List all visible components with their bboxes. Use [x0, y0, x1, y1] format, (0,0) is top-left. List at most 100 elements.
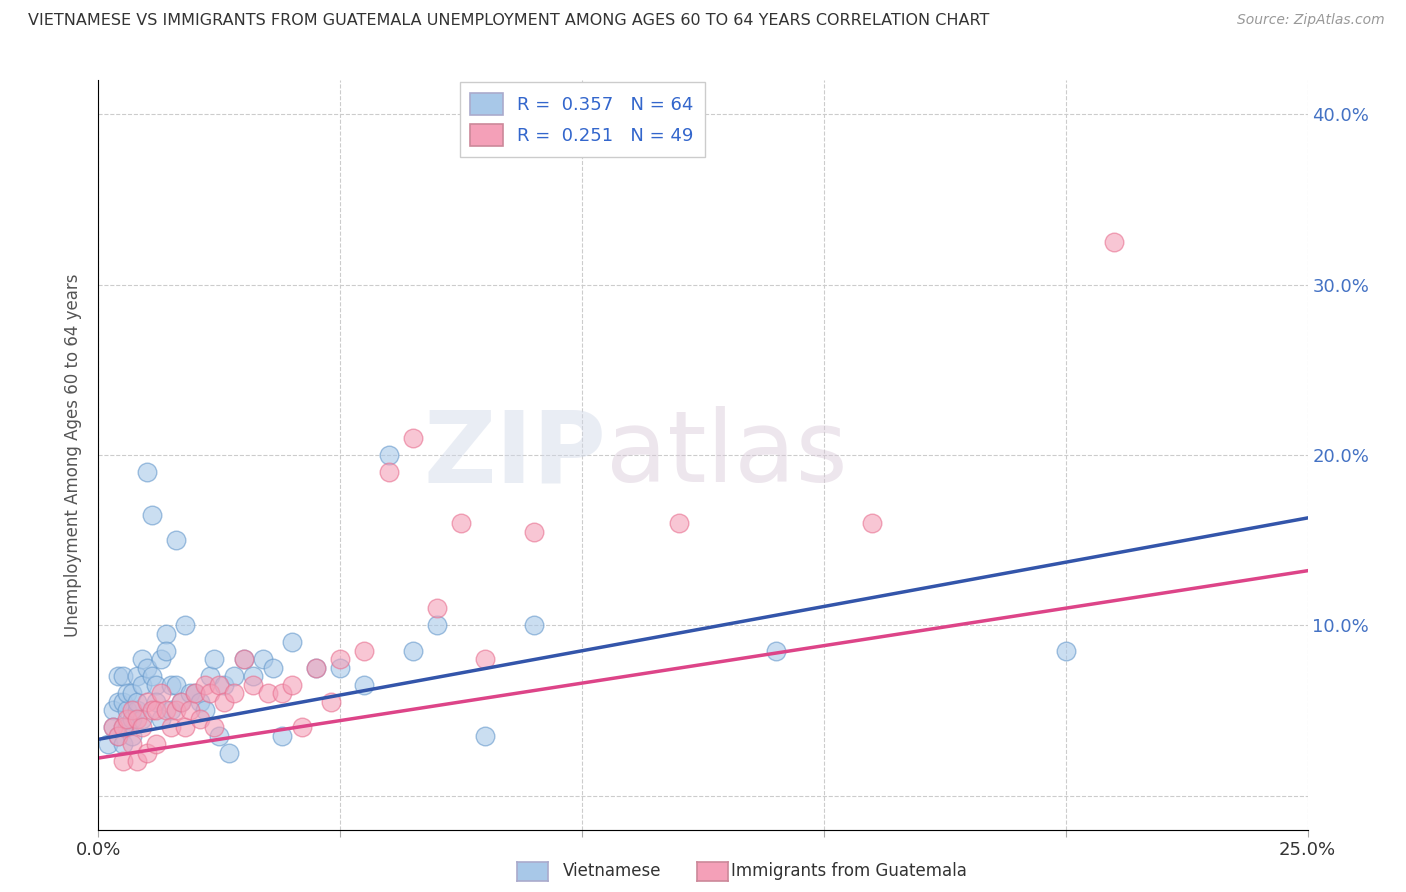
Point [155, 644, 177, 658]
Point [204, 720, 226, 734]
Point [188, 695, 211, 709]
Point [111, 755, 134, 769]
Point [117, 712, 139, 726]
Point [222, 669, 245, 683]
Text: Immigrants from Guatemala: Immigrants from Guatemala [731, 862, 967, 880]
Point [145, 678, 167, 692]
Point [117, 720, 139, 734]
Point [165, 703, 187, 717]
Point [131, 652, 153, 666]
Point [117, 686, 139, 700]
Point [523, 618, 546, 632]
Point [242, 678, 264, 692]
Point [155, 626, 177, 640]
Text: Vietnamese: Vietnamese [562, 862, 661, 880]
Y-axis label: Unemployment Among Ages 60 to 64 years: Unemployment Among Ages 60 to 64 years [65, 273, 83, 637]
Point [127, 669, 149, 683]
Point [107, 729, 129, 743]
Point [111, 669, 134, 683]
Point [141, 669, 163, 683]
Point [1054, 644, 1077, 658]
Point [208, 678, 231, 692]
Point [188, 712, 211, 726]
Point [194, 678, 217, 692]
Point [135, 465, 157, 479]
Point [329, 652, 352, 666]
Point [271, 686, 294, 700]
Point [402, 431, 425, 445]
Point [121, 729, 143, 743]
Point [169, 695, 191, 709]
Point [668, 516, 690, 530]
Point [160, 703, 183, 717]
Point [165, 678, 187, 692]
Point [127, 695, 149, 709]
Point [1102, 235, 1125, 249]
Point [101, 720, 124, 734]
Point [131, 720, 153, 734]
Point [121, 712, 143, 726]
Point [111, 720, 134, 734]
Point [107, 669, 129, 683]
Point [174, 720, 197, 734]
Point [184, 686, 207, 700]
Point [212, 678, 235, 692]
Point [150, 652, 173, 666]
Point [474, 729, 496, 743]
Point [523, 524, 546, 539]
Point [198, 686, 221, 700]
Point [101, 703, 124, 717]
Point [127, 755, 149, 769]
Point [131, 678, 153, 692]
Point [426, 618, 449, 632]
Text: Source: ZipAtlas.com: Source: ZipAtlas.com [1237, 13, 1385, 28]
Point [179, 686, 201, 700]
Point [150, 686, 173, 700]
Text: atlas: atlas [606, 407, 848, 503]
Text: VIETNAMESE VS IMMIGRANTS FROM GUATEMALA UNEMPLOYMENT AMONG AGES 60 TO 64 YEARS C: VIETNAMESE VS IMMIGRANTS FROM GUATEMALA … [28, 13, 990, 29]
Point [194, 703, 217, 717]
Point [117, 703, 139, 717]
Point [281, 678, 304, 692]
Point [111, 695, 134, 709]
Point [262, 661, 284, 675]
Point [765, 644, 787, 658]
Point [204, 652, 226, 666]
Point [155, 703, 177, 717]
Point [141, 508, 163, 522]
Point [145, 703, 167, 717]
Point [160, 720, 183, 734]
Point [127, 712, 149, 726]
Point [474, 652, 496, 666]
Point [145, 695, 167, 709]
Point [111, 738, 134, 752]
Point [860, 516, 883, 530]
Point [165, 533, 187, 547]
Point [121, 686, 143, 700]
Point [271, 729, 294, 743]
Point [135, 695, 157, 709]
Point [184, 686, 207, 700]
Point [222, 686, 245, 700]
Point [232, 652, 254, 666]
Point [290, 720, 312, 734]
Point [377, 448, 399, 462]
Point [402, 644, 425, 658]
Point [281, 635, 304, 649]
Point [141, 703, 163, 717]
Point [131, 712, 153, 726]
Point [450, 516, 472, 530]
Point [111, 720, 134, 734]
Point [179, 703, 201, 717]
Point [329, 661, 352, 675]
Point [305, 661, 328, 675]
Point [212, 695, 235, 709]
Point [127, 703, 149, 717]
Point [377, 465, 399, 479]
Point [305, 661, 328, 675]
Text: ZIP: ZIP [423, 407, 606, 503]
Point [145, 738, 167, 752]
Point [121, 703, 143, 717]
Point [198, 669, 221, 683]
Point [353, 644, 375, 658]
